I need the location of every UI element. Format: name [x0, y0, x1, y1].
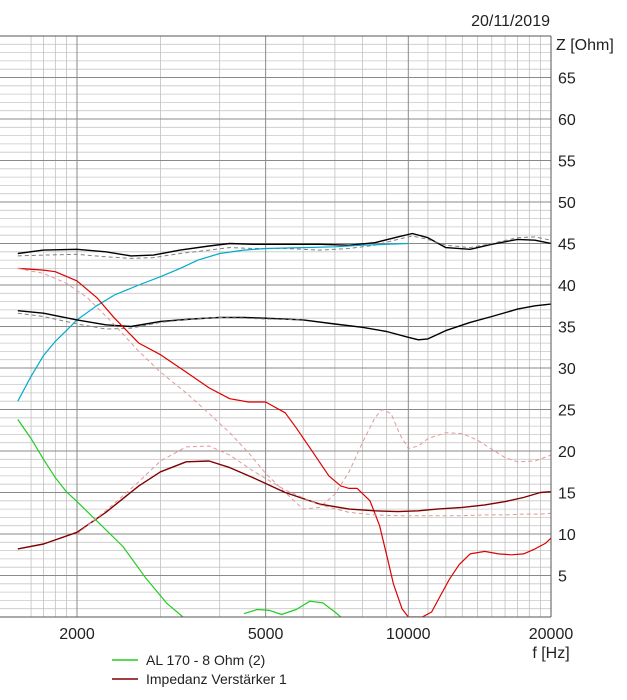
y-tick-label: 65 [558, 71, 576, 88]
x-tick-label: 5000 [248, 626, 284, 643]
y-tick-label: 10 [558, 527, 576, 544]
series-line-0 [17, 232, 551, 257]
series-line-9 [17, 460, 551, 550]
y-tick-label: 40 [558, 278, 576, 295]
series-layer [17, 232, 551, 617]
y-tick-label: 25 [558, 403, 576, 420]
y-tick-label: 20 [558, 444, 576, 461]
y-tick-label: 15 [558, 486, 576, 503]
y-tick-label: 50 [558, 195, 576, 212]
y-tick-label: 60 [558, 112, 576, 129]
x-tick-label: 2000 [59, 626, 95, 643]
series-line-10 [76, 445, 551, 535]
y-tick-label: 30 [558, 361, 576, 378]
legend: AL 170 - 8 Ohm (2) Impedanz Verstärker 1 [112, 652, 287, 687]
date-label: 20/11/2019 [471, 13, 550, 30]
legend-label-impedanz: Impedanz Verstärker 1 [146, 671, 287, 687]
series-line-8 [243, 600, 342, 617]
series-line-6 [17, 267, 551, 510]
series-line-1 [17, 235, 551, 259]
series-line-7 [17, 419, 184, 617]
x-axis-label: f [Hz] [532, 645, 569, 662]
y-tick-label: 55 [558, 154, 576, 171]
y-tick-label: 45 [558, 237, 576, 254]
x-tick-label: 20000 [529, 626, 574, 643]
series-line-5 [17, 267, 551, 617]
y-tick-label: 5 [558, 569, 567, 586]
series-line-2 [17, 242, 409, 402]
legend-label-al170: AL 170 - 8 Ohm (2) [146, 652, 265, 668]
x-tick-label: 10000 [386, 626, 431, 643]
y-tick-label: 35 [558, 320, 576, 337]
y-tick-labels: 5 10 15 20 25 30 35 40 45 50 55 60 65 [558, 71, 576, 586]
x-tick-labels: 2000 5000 10000 20000 [59, 626, 573, 643]
y-axis-label: Z [Ohm] [556, 37, 614, 54]
